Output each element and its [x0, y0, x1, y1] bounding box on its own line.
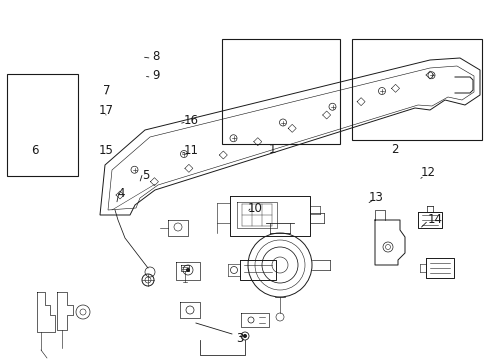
Text: 4: 4: [117, 187, 125, 200]
Bar: [7, 74, 78, 176]
Text: 12: 12: [420, 166, 435, 179]
Text: 15: 15: [99, 144, 114, 157]
Text: 11: 11: [183, 144, 198, 157]
Text: 13: 13: [368, 191, 383, 204]
Text: 1: 1: [268, 143, 276, 156]
Circle shape: [243, 334, 246, 338]
Text: 2: 2: [390, 143, 398, 156]
Text: 16: 16: [183, 114, 198, 127]
Text: 6: 6: [31, 144, 39, 157]
Text: 10: 10: [247, 202, 262, 215]
Text: 14: 14: [427, 213, 442, 226]
Text: 5: 5: [142, 169, 149, 182]
Text: 17: 17: [99, 104, 114, 117]
Text: 9: 9: [151, 69, 159, 82]
Bar: [222, 39, 339, 144]
Text: 3: 3: [235, 332, 243, 345]
Text: 7: 7: [102, 84, 110, 96]
Text: 8: 8: [151, 50, 159, 63]
Bar: [351, 39, 481, 140]
Circle shape: [185, 268, 190, 272]
